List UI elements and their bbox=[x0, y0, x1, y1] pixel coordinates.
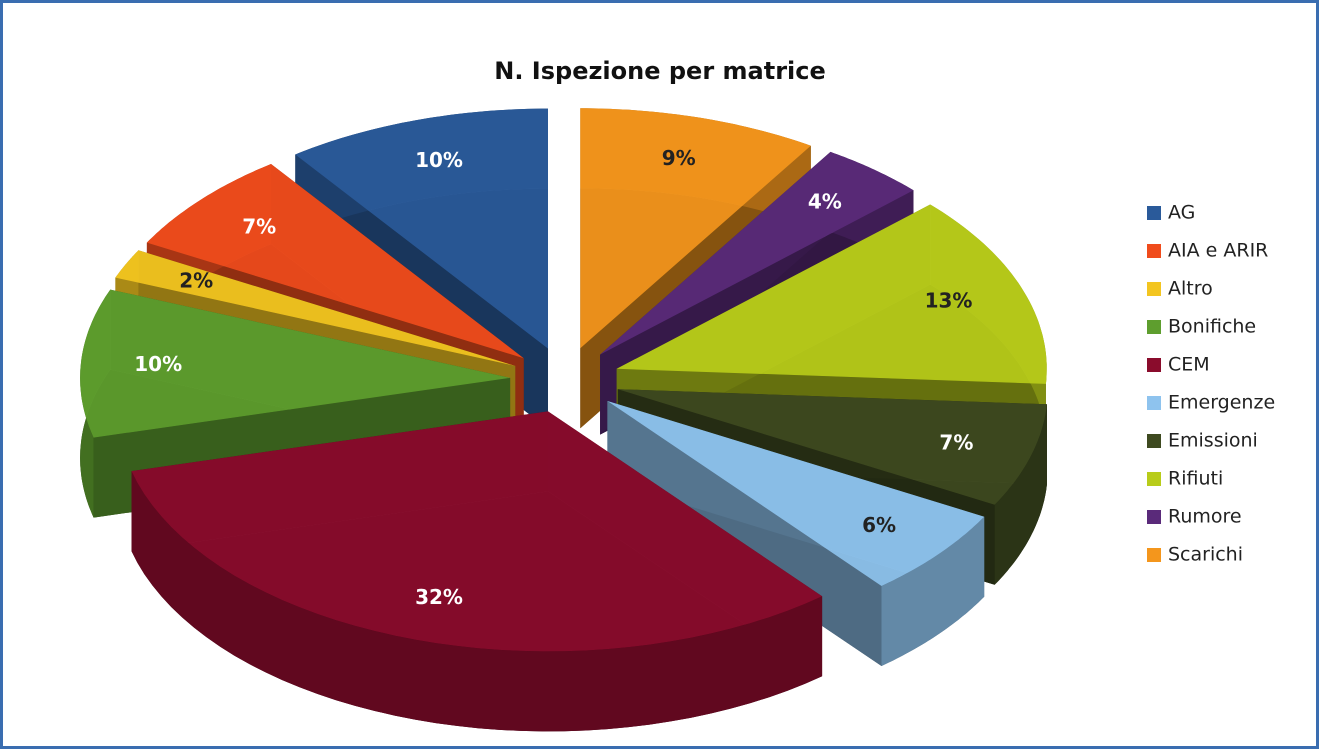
data-label: 4% bbox=[808, 189, 842, 213]
legend-label: AG bbox=[1168, 202, 1195, 224]
legend-label: Rifiuti bbox=[1168, 468, 1223, 490]
legend-label: Emissioni bbox=[1168, 430, 1258, 452]
slice bbox=[80, 289, 511, 438]
legend-swatch bbox=[1147, 472, 1161, 486]
legend-label: AIA e ARIR bbox=[1168, 240, 1268, 262]
slice-rim bbox=[994, 404, 1047, 585]
slice-rim bbox=[131, 471, 823, 732]
slice bbox=[146, 164, 524, 359]
chart-title: N. Ispezione per matrice bbox=[494, 57, 826, 85]
legend-swatch bbox=[1147, 320, 1161, 334]
legend-swatch bbox=[1147, 510, 1161, 524]
slice bbox=[617, 389, 1047, 505]
legend-label: CEM bbox=[1168, 354, 1210, 376]
data-label: 7% bbox=[939, 431, 973, 455]
data-label: 32% bbox=[415, 585, 463, 609]
legend-label: Altro bbox=[1168, 278, 1213, 300]
data-label: 6% bbox=[862, 513, 896, 537]
legend-swatch bbox=[1147, 282, 1161, 296]
legend-swatch bbox=[1147, 434, 1161, 448]
legend-label: Scarichi bbox=[1168, 544, 1243, 566]
legend-swatch bbox=[1147, 548, 1161, 562]
slice bbox=[131, 411, 823, 652]
data-label: 9% bbox=[662, 146, 696, 170]
data-label: 2% bbox=[179, 269, 213, 293]
data-label: 7% bbox=[242, 215, 276, 239]
slice bbox=[115, 250, 516, 366]
legend-swatch bbox=[1147, 358, 1161, 372]
slice bbox=[616, 204, 1047, 384]
data-label: 13% bbox=[925, 289, 973, 313]
legend-swatch bbox=[1147, 244, 1161, 258]
legend-label: Rumore bbox=[1168, 506, 1242, 528]
slice-rim bbox=[881, 516, 985, 666]
legend-label: Emergenze bbox=[1168, 392, 1275, 414]
slice bbox=[295, 108, 548, 349]
data-label: 10% bbox=[415, 148, 463, 172]
legend-swatch bbox=[1147, 396, 1161, 410]
legend-label: Bonifiche bbox=[1168, 316, 1256, 338]
slice bbox=[600, 151, 914, 355]
data-label: 10% bbox=[134, 352, 182, 376]
slice bbox=[580, 108, 811, 349]
slice bbox=[607, 401, 985, 586]
legend-swatch bbox=[1147, 206, 1161, 220]
